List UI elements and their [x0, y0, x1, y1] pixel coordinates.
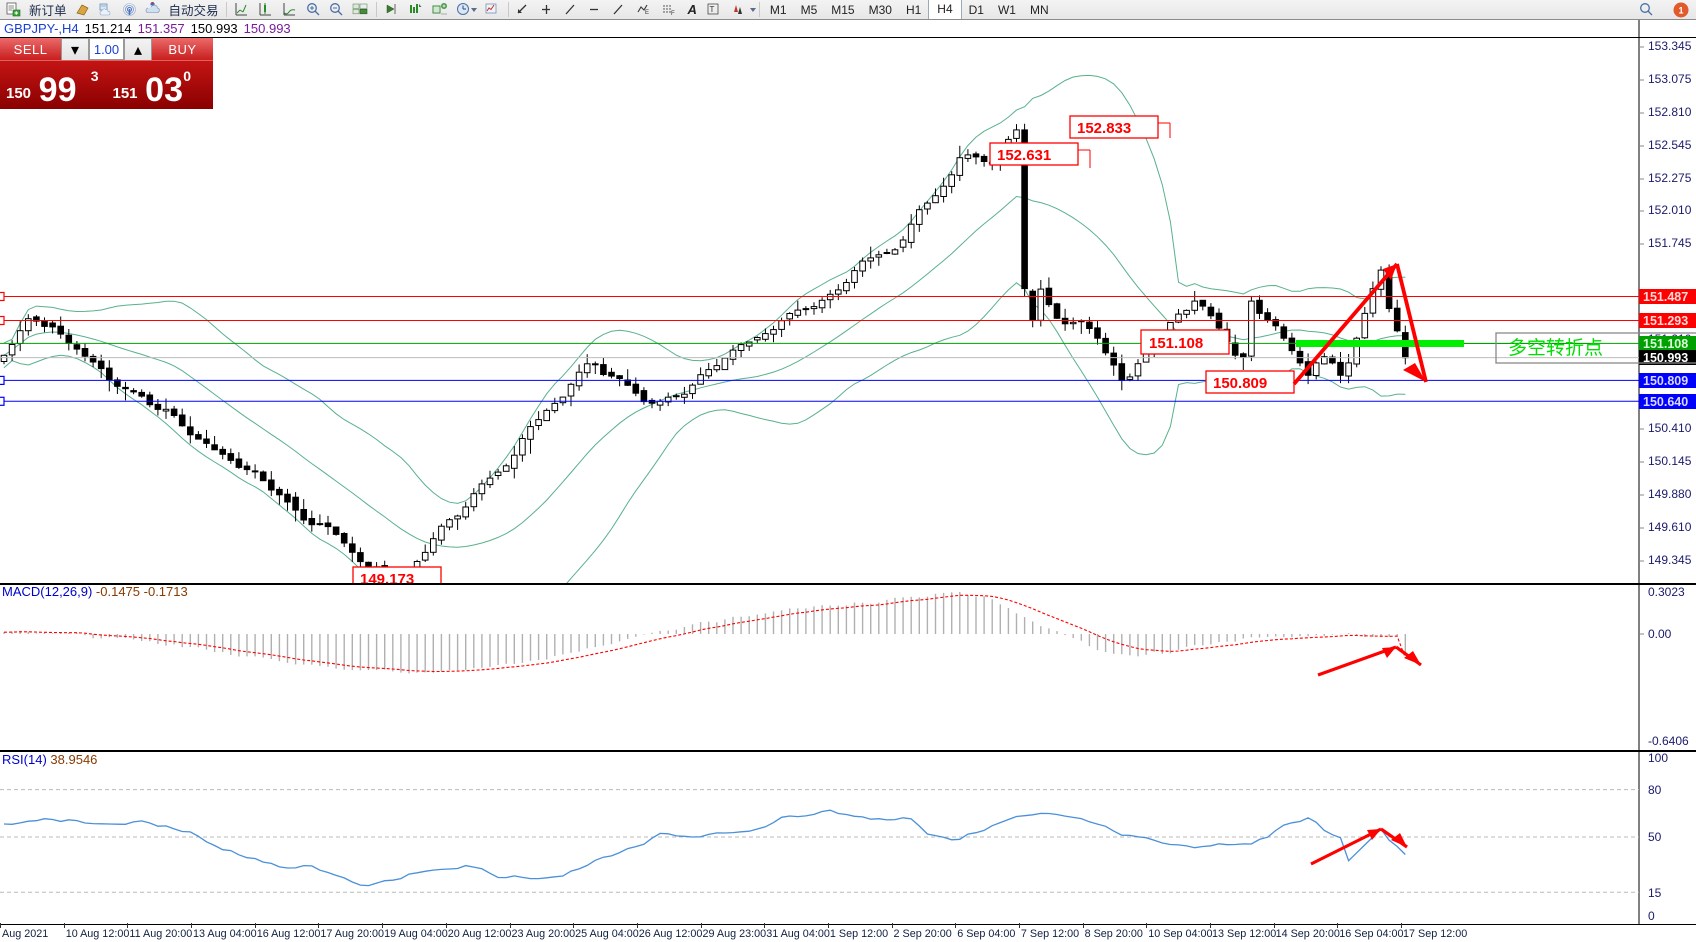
svg-text:152.631: 152.631: [997, 147, 1051, 164]
svg-text:多空转折点: 多空转折点: [1508, 337, 1603, 359]
svg-text:149.345: 149.345: [1648, 553, 1692, 567]
svg-text:0.3023: 0.3023: [1648, 585, 1685, 599]
svg-text:149.880: 149.880: [1648, 487, 1692, 501]
svg-text:151.293: 151.293: [1643, 314, 1688, 328]
svg-text:150.145: 150.145: [1648, 454, 1692, 468]
svg-text:-0.6406: -0.6406: [1648, 734, 1689, 748]
svg-text:150.410: 150.410: [1648, 421, 1692, 435]
svg-text:80: 80: [1648, 783, 1662, 797]
svg-text:50: 50: [1648, 830, 1662, 844]
svg-text:151.487: 151.487: [1643, 290, 1688, 304]
svg-text:T: T: [709, 5, 714, 14]
svg-text:151.745: 151.745: [1648, 236, 1692, 250]
svg-text:100: 100: [1648, 751, 1668, 765]
svg-text:0.00: 0.00: [1648, 627, 1672, 641]
svg-text:1: 1: [1678, 5, 1683, 15]
svg-text:0: 0: [1648, 909, 1655, 923]
svg-text:150.809: 150.809: [1643, 374, 1688, 388]
svg-text:E: E: [645, 10, 649, 16]
svg-text:151.108: 151.108: [1643, 337, 1688, 351]
svg-text:153.075: 153.075: [1648, 72, 1692, 86]
svg-text:150.809: 150.809: [1213, 375, 1267, 392]
svg-text:152.010: 152.010: [1648, 203, 1692, 217]
svg-text:F: F: [671, 11, 675, 16]
svg-text:152.810: 152.810: [1648, 105, 1692, 119]
svg-text:149.610: 149.610: [1648, 520, 1692, 534]
svg-text:152.275: 152.275: [1648, 171, 1692, 185]
svg-text:153.345: 153.345: [1648, 39, 1692, 53]
svg-text:152.833: 152.833: [1077, 120, 1131, 137]
svg-text:150.640: 150.640: [1643, 395, 1688, 409]
svg-text:152.545: 152.545: [1648, 138, 1692, 152]
svg-text:15: 15: [1648, 886, 1662, 900]
svg-text:151.108: 151.108: [1149, 335, 1203, 352]
